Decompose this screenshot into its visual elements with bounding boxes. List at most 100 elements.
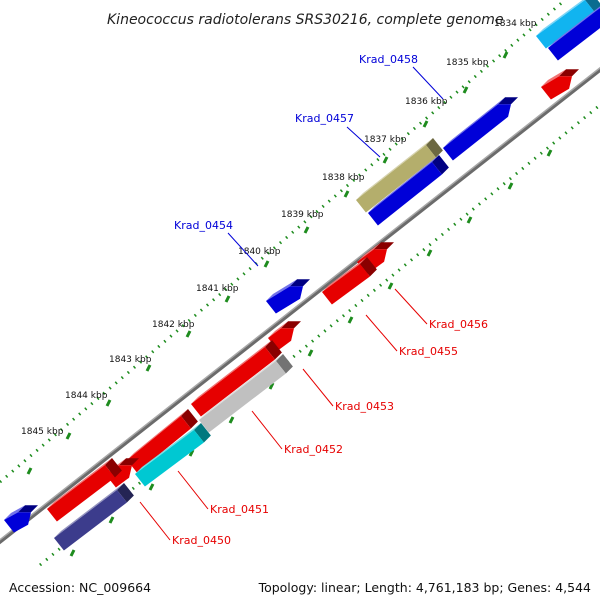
outer-major-tick	[105, 399, 112, 407]
gene-label-krad-0450[interactable]: Krad_0450	[172, 534, 231, 547]
inner-major-tick	[546, 149, 553, 157]
gene-label-krad-0452[interactable]: Krad_0452	[284, 443, 343, 456]
gene-krad-0457-top-face	[356, 138, 433, 200]
inner-major-tick	[228, 416, 235, 424]
gene-krad-0449-front-face	[4, 512, 31, 533]
gene-krad-0452-side-face	[265, 340, 282, 360]
gene-krad-0451-top-face	[127, 409, 188, 460]
kbp-scale: 1834 kbp 1835 kbp 1836 kbp 1837 kbp 1838 kbp…	[21, 19, 537, 437]
outer-major-tick	[185, 330, 192, 338]
outer-major-tick	[26, 467, 33, 475]
map-title: Kineococcus radiotolerans SRS30216, comp…	[107, 12, 504, 28]
gene-krad-0457-b-top-face	[368, 155, 439, 213]
gene-krad-0458-side-face	[498, 97, 518, 105]
leader-krad-0457	[346, 126, 381, 158]
outer-major-tick	[65, 432, 72, 440]
inner-major-tick	[466, 216, 473, 224]
inner-major-tick	[387, 282, 394, 290]
kbp-label: 1840 kbp	[238, 247, 281, 257]
gene-krad-0450-b-top-face	[54, 483, 124, 538]
gene-label-krad-0458[interactable]: Krad_0458	[359, 53, 418, 66]
inner-major-tick	[426, 249, 433, 257]
gene-krad-0456-top-face	[357, 242, 382, 262]
genome-backbone-highlight	[0, 66, 600, 541]
gene-krad-0458[interactable]	[443, 97, 518, 161]
gene-krad-0459-front-face	[536, 0, 595, 49]
gene-krad-0452-front-face	[191, 347, 275, 417]
gene-label-krad-0455[interactable]: Krad_0455	[399, 345, 458, 358]
kbp-label: 1836 kbp	[405, 97, 448, 107]
genome-backbone	[0, 67, 600, 545]
leader-krad-0455	[365, 314, 398, 352]
gene-krad-0455[interactable]	[322, 257, 377, 305]
gene-krad-0460[interactable]	[541, 69, 579, 100]
gene-krad-0452[interactable]	[191, 340, 282, 417]
gene-label-krad-0457[interactable]: Krad_0457	[295, 112, 354, 125]
gene-krad-0460-top-face	[541, 69, 567, 87]
inner-major-tick	[307, 349, 314, 357]
gene-label-krad-0451[interactable]: Krad_0451	[210, 503, 269, 516]
outer-major-tick	[462, 86, 469, 94]
outer-tick-track	[0, 0, 566, 484]
inner-major-tick	[108, 516, 115, 524]
gene-krad-0454[interactable]	[266, 279, 310, 314]
outer-major-tick	[263, 260, 270, 268]
gene-krad-0454-front-face	[266, 286, 303, 314]
genome-summary-text: Topology: linear; Length: 4,761,183 bp; …	[258, 580, 591, 595]
accession-text: Accession: NC_009664	[9, 580, 152, 595]
gene-krad-0451-side-face	[181, 409, 198, 429]
outer-major-tick	[303, 226, 310, 234]
outer-major-tick	[145, 364, 152, 372]
gene-krad-0451-c[interactable]	[135, 423, 211, 487]
gene-krad-0452-b-top-face	[199, 354, 283, 420]
gene-krad-0453-top-face	[268, 321, 289, 338]
gene-krad-0457-b-side-face	[432, 155, 449, 175]
inner-major-tick	[507, 182, 514, 190]
gene-label-krad-0453[interactable]: Krad_0453	[335, 400, 394, 413]
leader-krad-0454	[227, 232, 259, 267]
gene-label-krad-0454[interactable]: Krad_0454	[174, 219, 233, 232]
gene-krad-0457-b[interactable]	[368, 155, 449, 226]
gene-krad-0451-b-side-face	[119, 458, 139, 466]
kbp-label: 1835 kbp	[446, 58, 489, 68]
inner-tick-track	[39, 103, 600, 567]
gene-krad-0452-b[interactable]	[199, 354, 293, 433]
gene-labels: Krad_0458 Krad_0457 Krad_0454 Krad_0456 Krad…	[172, 53, 488, 547]
kbp-label: 1845 kbp	[21, 427, 64, 437]
gene-krad-0451[interactable]	[127, 409, 198, 473]
gene-krad-0455-top-face	[322, 257, 367, 292]
gene-krad-0454-top-face	[266, 279, 298, 301]
gene-blocks	[4, 0, 600, 551]
outer-major-tick	[382, 156, 389, 164]
inner-major-tick	[148, 483, 155, 491]
gene-krad-0454-side-face	[290, 279, 310, 287]
kbp-label: 1842 kbp	[152, 320, 195, 330]
gene-krad-0456-side-face	[374, 242, 394, 250]
gene-label-leaders	[139, 66, 444, 541]
gene-krad-0455-front-face	[322, 264, 370, 305]
gene-krad-0450-b-front-face	[54, 490, 127, 551]
leader-krad-0452	[251, 410, 283, 450]
leader-krad-0458	[412, 66, 444, 100]
gene-krad-0460-front-face	[541, 76, 572, 100]
gene-krad-0451-c-front-face	[135, 430, 204, 487]
gene-krad-0452-b-front-face	[199, 361, 286, 433]
gene-krad-0452-top-face	[191, 340, 272, 404]
gene-krad-0458-front-face	[443, 104, 511, 161]
inner-major-tick	[69, 549, 76, 557]
gene-krad-0449-side-face	[18, 505, 38, 513]
gene-krad-0458-right[interactable]	[548, 1, 600, 61]
gene-krad-0452-b-side-face	[276, 354, 293, 374]
kbp-label: 1843 kbp	[109, 355, 152, 365]
inner-major-tick	[268, 382, 275, 390]
gene-krad-0450[interactable]	[47, 458, 122, 522]
gene-krad-0450-b-side-face	[117, 483, 134, 503]
gene-krad-0450-side-face	[105, 458, 122, 478]
leader-krad-0456	[394, 288, 428, 325]
outer-major-tick	[343, 190, 350, 198]
gene-krad-0449[interactable]	[4, 505, 38, 533]
gene-krad-0450-b[interactable]	[54, 483, 134, 551]
gene-label-krad-0456[interactable]: Krad_0456	[429, 318, 488, 331]
gene-krad-0457[interactable]	[356, 138, 443, 213]
